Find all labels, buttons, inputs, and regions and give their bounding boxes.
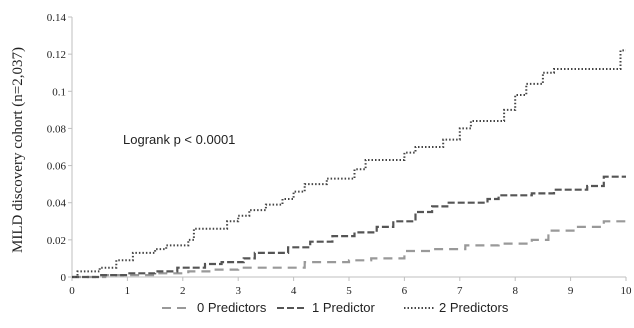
x-tick-label: 2 — [180, 285, 186, 297]
y-tick-label: 0.14 — [47, 12, 67, 24]
y-axis-label: MILD discovery cohort (n=2,037) — [10, 47, 26, 253]
y-axis: 0 0.02 0.04 0.06 0.08 0.1 0.12 0.14 — [47, 12, 73, 284]
series-line-2-predictors — [72, 49, 626, 278]
x-tick-label: 5 — [346, 285, 352, 297]
legend-label: 1 Predictor — [312, 300, 376, 315]
x-tick-label: 6 — [402, 285, 408, 297]
y-tick-label: 0.02 — [47, 235, 66, 247]
legend-label: 0 Predictors — [197, 300, 267, 315]
y-tick-label: 0.12 — [47, 49, 66, 61]
x-tick-label: 0 — [69, 285, 75, 297]
logrank-annotation: Logrank p < 0.0001 — [123, 132, 235, 147]
x-tick-label: 3 — [235, 285, 241, 297]
x-tick-label: 8 — [512, 285, 518, 297]
x-axis: 0 1 2 3 4 5 6 7 8 9 10 — [69, 276, 633, 297]
y-tick-label: 0.1 — [52, 86, 66, 98]
x-tick-label: 9 — [568, 285, 574, 297]
x-tick-label: 1 — [125, 285, 131, 297]
x-tick-label: 4 — [291, 285, 297, 297]
y-tick-label: 0.06 — [47, 161, 67, 173]
y-tick-label: 0 — [61, 272, 67, 284]
y-tick-label: 0.04 — [47, 198, 67, 210]
series-lines — [72, 49, 626, 279]
series-line-0-predictors — [72, 220, 626, 279]
x-tick-label: 10 — [621, 285, 633, 297]
y-tick-label: 0.08 — [47, 123, 67, 135]
legend-label: 2 Predictors — [439, 300, 509, 315]
series-line-1-predictor — [72, 175, 626, 279]
legend: 0 Predictors 1 Predictor 2 Predictors — [162, 300, 509, 315]
x-tick-label: 7 — [457, 285, 463, 297]
